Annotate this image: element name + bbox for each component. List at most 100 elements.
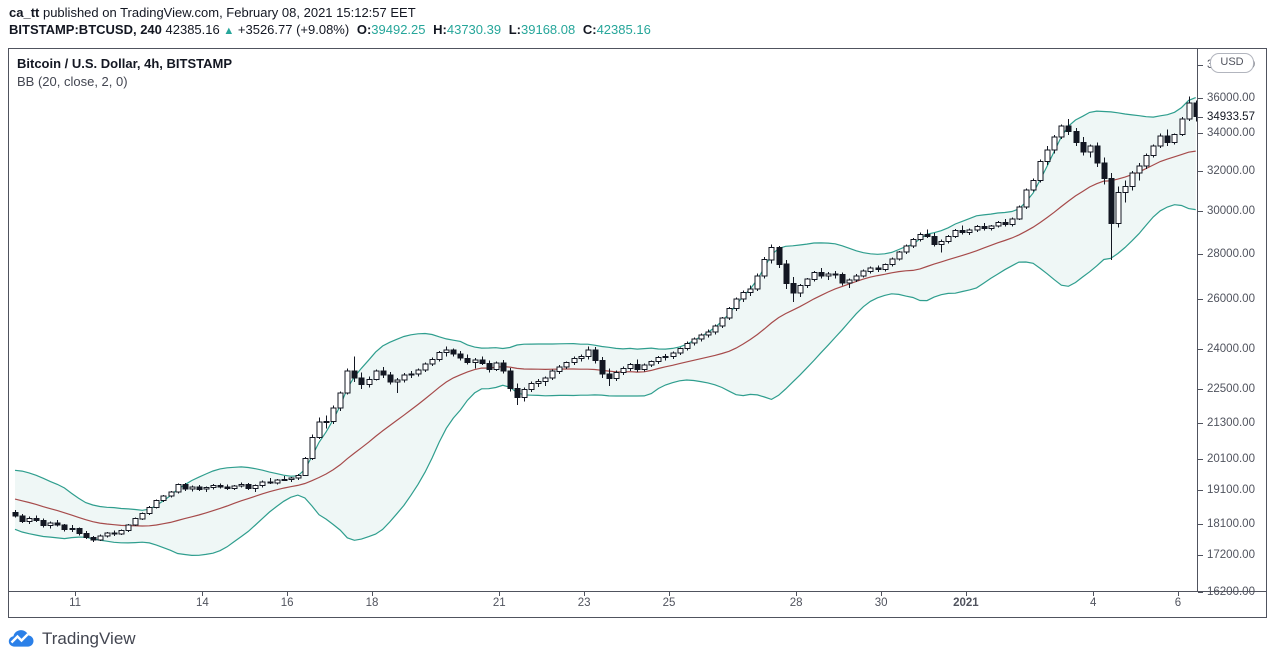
candle-body [981, 226, 988, 230]
candle-body [40, 519, 47, 526]
price-tick-label: 22500.00 [1207, 382, 1255, 395]
candle-body [1037, 160, 1044, 182]
candle-body [1065, 125, 1072, 132]
candle-body [54, 522, 61, 526]
candle-body [97, 535, 104, 541]
candle-body [274, 479, 281, 484]
candle-body [366, 378, 373, 386]
candle-body [358, 377, 365, 386]
candle-body [606, 373, 613, 379]
tradingview-attribution[interactable]: TradingView [8, 624, 136, 654]
candle-body [47, 522, 54, 526]
price-tick-mark [1198, 64, 1203, 66]
price-tick-label: 17200.00 [1207, 549, 1255, 562]
candle-body [698, 334, 705, 340]
candle-body [578, 355, 585, 359]
candle-body [1044, 149, 1051, 162]
high-value: 43730.39 [446, 22, 502, 37]
price-tick-mark [1198, 490, 1203, 492]
bb-lower-band [14, 204, 1196, 557]
candle-body [344, 370, 351, 394]
price-pane[interactable]: Bitcoin / U.S. Dollar, 4h, BITSTAMP BB (… [9, 49, 1198, 592]
price-axis[interactable]: 38000.0036000.0034000.0032000.0030000.00… [1198, 49, 1266, 617]
price-tick-mark [1198, 348, 1203, 350]
candle-body [620, 367, 627, 373]
candle-body [853, 275, 860, 281]
candle-body [846, 279, 853, 284]
candle-body [592, 349, 599, 362]
candle-body [457, 353, 464, 359]
candle-body [1058, 125, 1065, 138]
candle-body [549, 370, 556, 379]
candle-body [125, 524, 132, 532]
candle-body [556, 366, 563, 372]
candle-body [521, 388, 528, 399]
candle-body [33, 517, 40, 521]
author-name: ca_tt [9, 5, 40, 20]
candle-body [450, 349, 457, 355]
time-tick-label: 6 [1174, 597, 1182, 609]
legend-indicator-bb[interactable]: BB (20, close, 2, 0) [17, 74, 128, 89]
candle-body [860, 270, 867, 277]
candle-body [323, 420, 330, 423]
candle-body [436, 352, 443, 360]
chart-legend: Bitcoin / U.S. Dollar, 4h, BITSTAMP BB (… [17, 55, 232, 91]
candle-body [26, 517, 33, 522]
time-axis[interactable]: 11 14 16 18 21 23 25 28 30 2021 4 6 [9, 592, 1197, 617]
price-tick-label: 21300.00 [1207, 416, 1255, 429]
currency-toggle-button[interactable]: USD [1210, 53, 1254, 73]
price-tick-mark [1198, 98, 1203, 99]
candle-body [231, 485, 238, 490]
candle-body [684, 342, 691, 350]
candle-body [316, 421, 323, 439]
candle-body [1164, 135, 1171, 143]
candle-body [486, 363, 493, 371]
time-tick-mark [372, 592, 373, 596]
candle-body [1143, 155, 1150, 167]
price-tick-label: 20100.00 [1207, 452, 1255, 465]
candle-body [952, 230, 959, 237]
candle-body [295, 475, 302, 479]
candle-body [1030, 180, 1037, 191]
candle-body [302, 458, 309, 477]
price-tick-mark [1198, 299, 1203, 301]
legend-symbol-title[interactable]: Bitcoin / U.S. Dollar, 4h, BITSTAMP [17, 56, 233, 71]
candle-body [380, 370, 387, 376]
candle-body [875, 267, 882, 271]
candle-body [69, 527, 76, 531]
chart-frame: Bitcoin / U.S. Dollar, 4h, BITSTAMP BB (… [8, 48, 1267, 618]
close-value: 42385.16 [596, 22, 651, 37]
candle-body [387, 374, 394, 383]
time-tick-label: 18 [365, 597, 379, 609]
bb-upper-band [14, 97, 1196, 511]
candle-body [776, 246, 783, 265]
price-tick-mark [1198, 388, 1203, 390]
candle-body [139, 513, 146, 520]
open-label: O: [356, 22, 372, 37]
candle-body [627, 364, 634, 369]
candle-body [988, 225, 995, 230]
candle-body [337, 392, 344, 409]
candle-body [245, 483, 252, 489]
price-tick-label: 30000.00 [1207, 204, 1255, 217]
time-tick-label: 11 [69, 597, 82, 609]
last-price-axis-label: 34933.57 [1207, 110, 1255, 123]
candle-body [472, 359, 479, 363]
last-price: 42385.16 [165, 22, 220, 37]
candle-body [267, 481, 274, 484]
candle-body [945, 235, 952, 242]
candle-body [832, 273, 839, 276]
price-tick-mark [1198, 523, 1203, 525]
candle-body [1186, 102, 1193, 120]
price-tick-mark [1198, 170, 1203, 172]
candle-body [1101, 162, 1108, 180]
tradingview-logo-icon [8, 630, 34, 647]
price-tick-mark [1198, 422, 1203, 424]
candle-body [974, 226, 981, 231]
candle-body [90, 536, 97, 541]
candle-body [641, 364, 648, 370]
candle-body [797, 285, 804, 294]
up-arrow-icon: ▲ [223, 25, 235, 37]
candle-body [252, 485, 259, 489]
